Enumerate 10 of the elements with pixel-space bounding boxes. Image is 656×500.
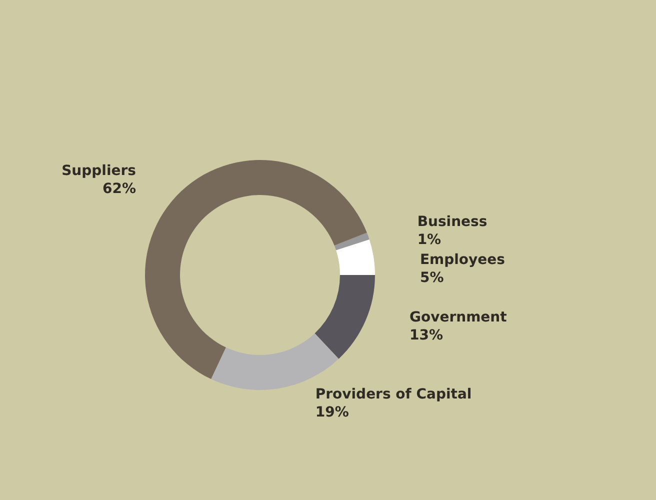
data-label: 5% <box>420 270 444 286</box>
slice-label: Providers of Capital <box>315 386 472 402</box>
data-label: 13% <box>409 328 443 344</box>
data-label: 19% <box>315 404 349 420</box>
data-label: 1% <box>417 232 442 248</box>
slice-label: Suppliers <box>62 163 136 180</box>
data-label: 62% <box>102 181 136 198</box>
slice-label: Employees <box>420 252 505 268</box>
slice-label: Business <box>417 214 488 230</box>
slice-label: Government <box>409 310 508 326</box>
